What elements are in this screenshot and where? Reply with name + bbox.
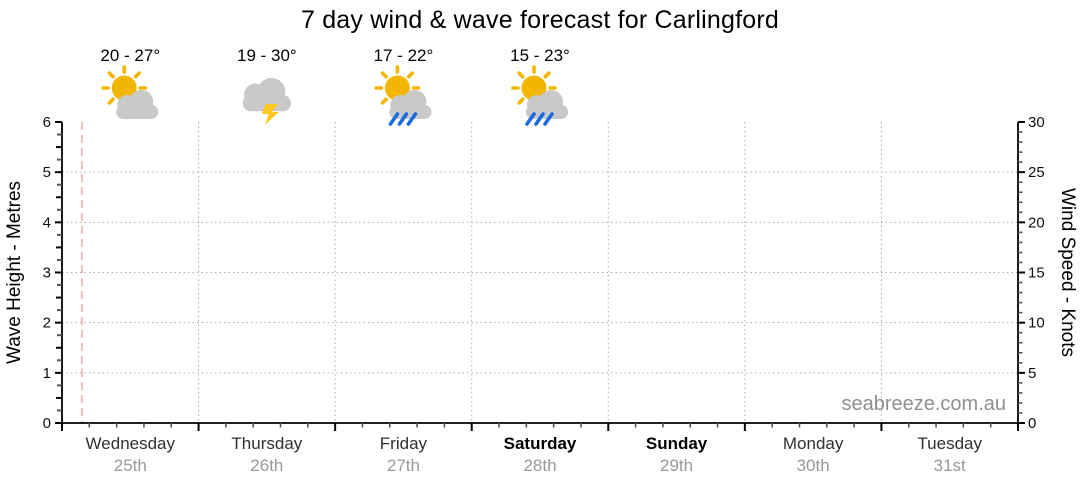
temp-range-label: 15 - 23° <box>510 46 570 65</box>
sun-icon <box>374 65 421 111</box>
wind-tick-label: 0 <box>1028 415 1036 432</box>
sun-icon <box>101 65 148 111</box>
day-label: Thursday <box>231 434 302 453</box>
date-label: 28th <box>523 456 556 475</box>
wave-axis-title: Wave Height - Metres <box>4 181 25 364</box>
wave-tick-label: 3 <box>43 265 51 282</box>
rain-showers-icon <box>511 65 568 126</box>
cloud-icon <box>116 105 159 119</box>
wave-tick-label: 0 <box>43 415 51 432</box>
wind-tick-label: 20 <box>1028 214 1045 231</box>
cloud-icon <box>242 95 292 112</box>
cloud-icon <box>389 105 432 119</box>
wind-tick-label: 30 <box>1028 114 1045 131</box>
temp-range-label: 19 - 30° <box>237 46 297 65</box>
chart-title: 7 day wind & wave forecast for Carlingfo… <box>300 6 780 34</box>
date-label: 27th <box>387 456 420 475</box>
day-label: Friday <box>380 434 428 453</box>
cloud-icon <box>526 105 568 119</box>
wind-tick-label: 15 <box>1028 265 1045 282</box>
date-label: 31st <box>934 456 966 475</box>
day-label: Monday <box>783 434 844 453</box>
wind-speed-axis: 0 5 10 15 20 25 30 <box>1018 114 1045 432</box>
thunderstorm-icon <box>242 77 292 125</box>
temp-range-label: 17 - 22° <box>374 46 434 65</box>
wave-tick-label: 1 <box>43 365 51 382</box>
day-label: Tuesday <box>917 434 982 453</box>
x-axis-ticks <box>61 423 1019 431</box>
date-label: 30th <box>797 456 830 475</box>
date-label: 29th <box>660 456 693 475</box>
wind-tick-label: 5 <box>1028 365 1036 382</box>
wave-tick-label: 4 <box>43 214 51 231</box>
watermark: seabreeze.com.au <box>841 393 1006 415</box>
wave-height-axis: 0 1 2 3 4 5 6 <box>43 114 62 432</box>
wave-tick-label: 2 <box>43 315 51 332</box>
wave-tick-label: 5 <box>43 164 51 181</box>
wind-tick-label: 25 <box>1028 164 1045 181</box>
rain-showers-icon <box>374 65 432 126</box>
day-label: Wednesday <box>86 434 176 453</box>
wind-tick-label: 10 <box>1028 315 1045 332</box>
wave-tick-label: 6 <box>43 114 51 131</box>
partly-cloudy-icon <box>101 65 159 119</box>
lightning-icon <box>261 104 279 125</box>
day-label: Saturday <box>504 434 577 453</box>
rain-icon <box>525 112 554 126</box>
temp-range-label: 20 - 27° <box>100 46 160 65</box>
date-label: 25th <box>114 456 147 475</box>
day-label: Sunday <box>646 434 708 453</box>
date-label: 26th <box>250 456 283 475</box>
rain-icon <box>388 112 418 126</box>
wind-axis-title: Wind Speed - Knots <box>1057 188 1078 357</box>
